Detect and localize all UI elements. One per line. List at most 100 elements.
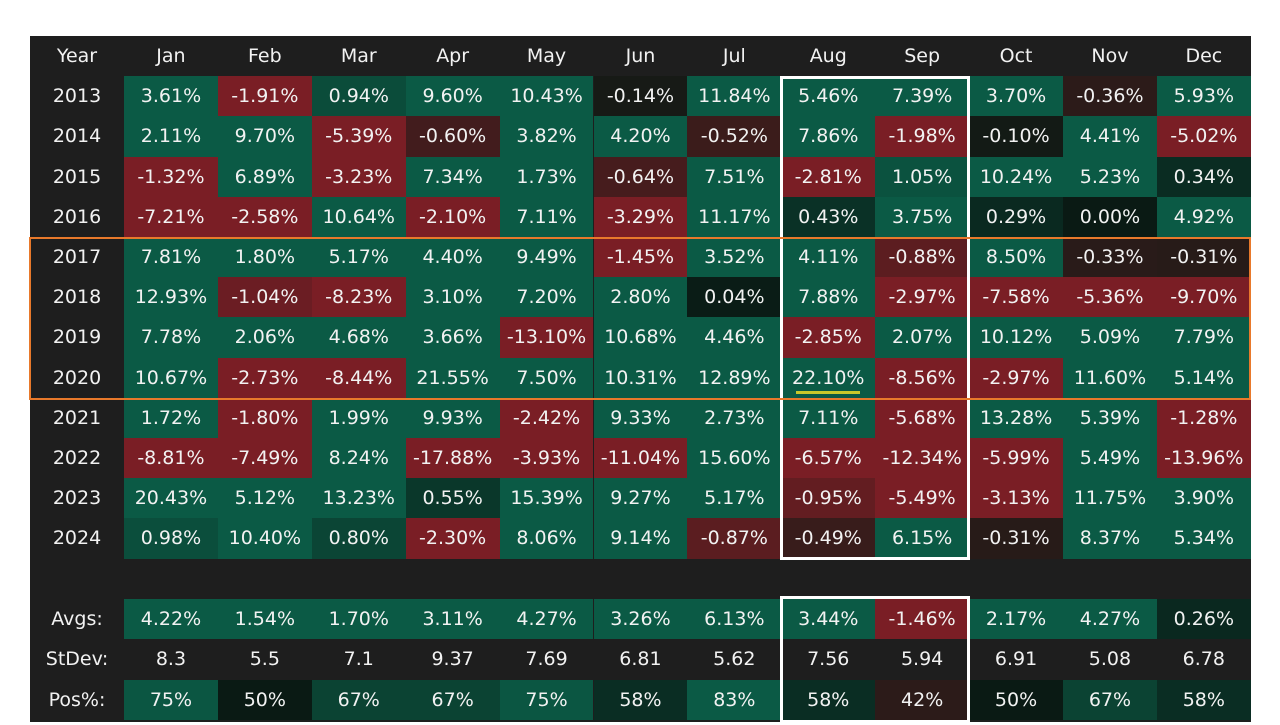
cell-2017-dec: -0.31% <box>1156 237 1251 278</box>
cell-2023-sep: -5.49% <box>875 478 970 519</box>
cell-2015-apr: 7.34% <box>405 156 500 197</box>
year-label-2017: 2017 <box>52 246 102 269</box>
cell-2022-jul: 15.60% <box>687 438 782 479</box>
pos-sep: 42% <box>875 679 970 720</box>
cell-2016-sep: 3.75% <box>875 196 970 237</box>
cell-2018-dec: -9.70% <box>1156 277 1251 318</box>
cell-2016-oct: 0.29% <box>969 196 1063 237</box>
pos-dec: 58% <box>1156 679 1251 720</box>
pos-oct: 50% <box>969 679 1063 720</box>
cell-2023-dec: 3.90% <box>1156 478 1251 519</box>
cell-2015-mar: -3.23% <box>311 156 406 197</box>
cell-2023-jan: 20.43% <box>124 478 218 519</box>
year-label-2018: 2018 <box>52 286 102 309</box>
cell-2015-aug: -2.81% <box>781 156 876 197</box>
avg-nov: 4.27% <box>1063 599 1157 640</box>
cell-2015-jan: -1.32% <box>124 156 218 197</box>
year-label-2023: 2023 <box>52 487 102 510</box>
cell-2019-jun: 10.68% <box>593 317 688 358</box>
cell-2014-jun: 4.20% <box>593 116 688 157</box>
cell-2016-feb: -2.58% <box>217 196 312 237</box>
pos-jun: 58% <box>593 679 688 720</box>
cell-2013-jan: 3.61% <box>124 76 218 117</box>
cell-2018-mar: -8.23% <box>311 277 406 318</box>
cell-2020-nov: 11.60% <box>1063 357 1157 398</box>
avg-oct: 2.17% <box>969 599 1063 640</box>
cell-2016-dec: 4.92% <box>1156 196 1251 237</box>
cell-2024-apr: -2.30% <box>405 518 500 559</box>
avg-sep: -1.46% <box>875 599 970 640</box>
cell-2015-dec: 0.34% <box>1156 156 1251 197</box>
cell-2023-jun: 9.27% <box>593 478 688 519</box>
cell-2022-jun: -11.04% <box>593 438 688 479</box>
year-label-2021: 2021 <box>52 406 102 429</box>
cell-2015-oct: 10.24% <box>969 156 1063 197</box>
avg-mar: 1.70% <box>311 599 406 640</box>
cell-2019-feb: 2.06% <box>217 317 312 358</box>
cell-2023-nov: 11.75% <box>1063 478 1157 519</box>
stdev-label: StDev: <box>45 648 109 671</box>
cell-2024-jan: 0.98% <box>124 518 218 559</box>
corner-label: Year <box>56 45 98 68</box>
cell-2019-nov: 5.09% <box>1063 317 1157 358</box>
month-header-oct: Oct <box>999 45 1033 68</box>
cell-2019-mar: 4.68% <box>311 317 406 358</box>
stdev-jun: 6.81 <box>619 648 662 671</box>
cell-2014-dec: -5.02% <box>1156 116 1251 157</box>
cell-2021-mar: 1.99% <box>311 397 406 438</box>
cell-2018-feb: -1.04% <box>217 277 312 318</box>
cell-2016-jun: -3.29% <box>593 196 688 237</box>
cell-2014-feb: 9.70% <box>217 116 312 157</box>
avg-may: 4.27% <box>499 599 594 640</box>
avg-feb: 1.54% <box>217 599 312 640</box>
month-header-dec: Dec <box>1185 45 1223 68</box>
cell-2018-may: 7.20% <box>499 277 594 318</box>
cell-2017-mar: 5.17% <box>311 237 406 278</box>
cell-2017-may: 9.49% <box>499 237 594 278</box>
cell-2023-aug: -0.95% <box>781 478 876 519</box>
pos-label: Pos%: <box>48 688 106 711</box>
cell-2021-apr: 9.93% <box>405 397 500 438</box>
cell-2020-sep: -8.56% <box>875 357 970 398</box>
cell-2015-jul: 7.51% <box>687 156 782 197</box>
cell-2022-sep: -12.34% <box>875 438 970 479</box>
stdev-oct: 6.91 <box>994 648 1038 671</box>
cell-2021-jul: 2.73% <box>687 397 782 438</box>
cell-2019-may: -13.10% <box>499 317 594 358</box>
cell-2023-jul: 5.17% <box>687 478 782 519</box>
cell-2022-aug: -6.57% <box>781 438 876 479</box>
cell-2017-feb: 1.80% <box>217 237 312 278</box>
cell-2017-jun: -1.45% <box>593 237 688 278</box>
cell-2017-jan: 7.81% <box>124 237 218 278</box>
pos-mar: 67% <box>311 679 406 720</box>
cell-2015-may: 1.73% <box>499 156 594 197</box>
pos-jul: 83% <box>687 679 782 720</box>
cell-2016-may: 7.11% <box>499 196 594 237</box>
pos-nov: 67% <box>1063 679 1157 720</box>
cell-2013-oct: 3.70% <box>969 76 1063 117</box>
month-header-may: May <box>526 45 567 68</box>
cell-2021-may: -2.42% <box>499 397 594 438</box>
cell-2015-nov: 5.23% <box>1063 156 1157 197</box>
cell-2020-jul: 12.89% <box>687 357 782 398</box>
cell-2019-apr: 3.66% <box>405 317 500 358</box>
cell-2013-mar: 0.94% <box>311 76 406 117</box>
cell-2013-aug: 5.46% <box>781 76 876 117</box>
cell-2019-jan: 7.78% <box>124 317 218 358</box>
cell-2016-apr: -2.10% <box>405 196 500 237</box>
pos-aug: 58% <box>781 679 876 720</box>
cell-2018-jun: 2.80% <box>593 277 688 318</box>
cell-2021-jun: 9.33% <box>593 397 688 438</box>
stdev-sep: 5.94 <box>900 648 944 671</box>
cell-2019-oct: 10.12% <box>969 317 1063 358</box>
cell-2017-apr: 4.40% <box>405 237 500 278</box>
cell-2020-dec: 5.14% <box>1156 357 1251 398</box>
cell-2021-aug: 7.11% <box>781 397 876 438</box>
cell-2022-mar: 8.24% <box>311 438 406 479</box>
avgs-label: Avgs: <box>51 608 103 631</box>
cell-2019-dec: 7.79% <box>1156 317 1251 358</box>
stdev-nov: 5.08 <box>1088 648 1132 671</box>
cell-2021-nov: 5.39% <box>1063 397 1157 438</box>
cell-2022-oct: -5.99% <box>969 438 1063 479</box>
year-label-2013: 2013 <box>52 85 102 108</box>
